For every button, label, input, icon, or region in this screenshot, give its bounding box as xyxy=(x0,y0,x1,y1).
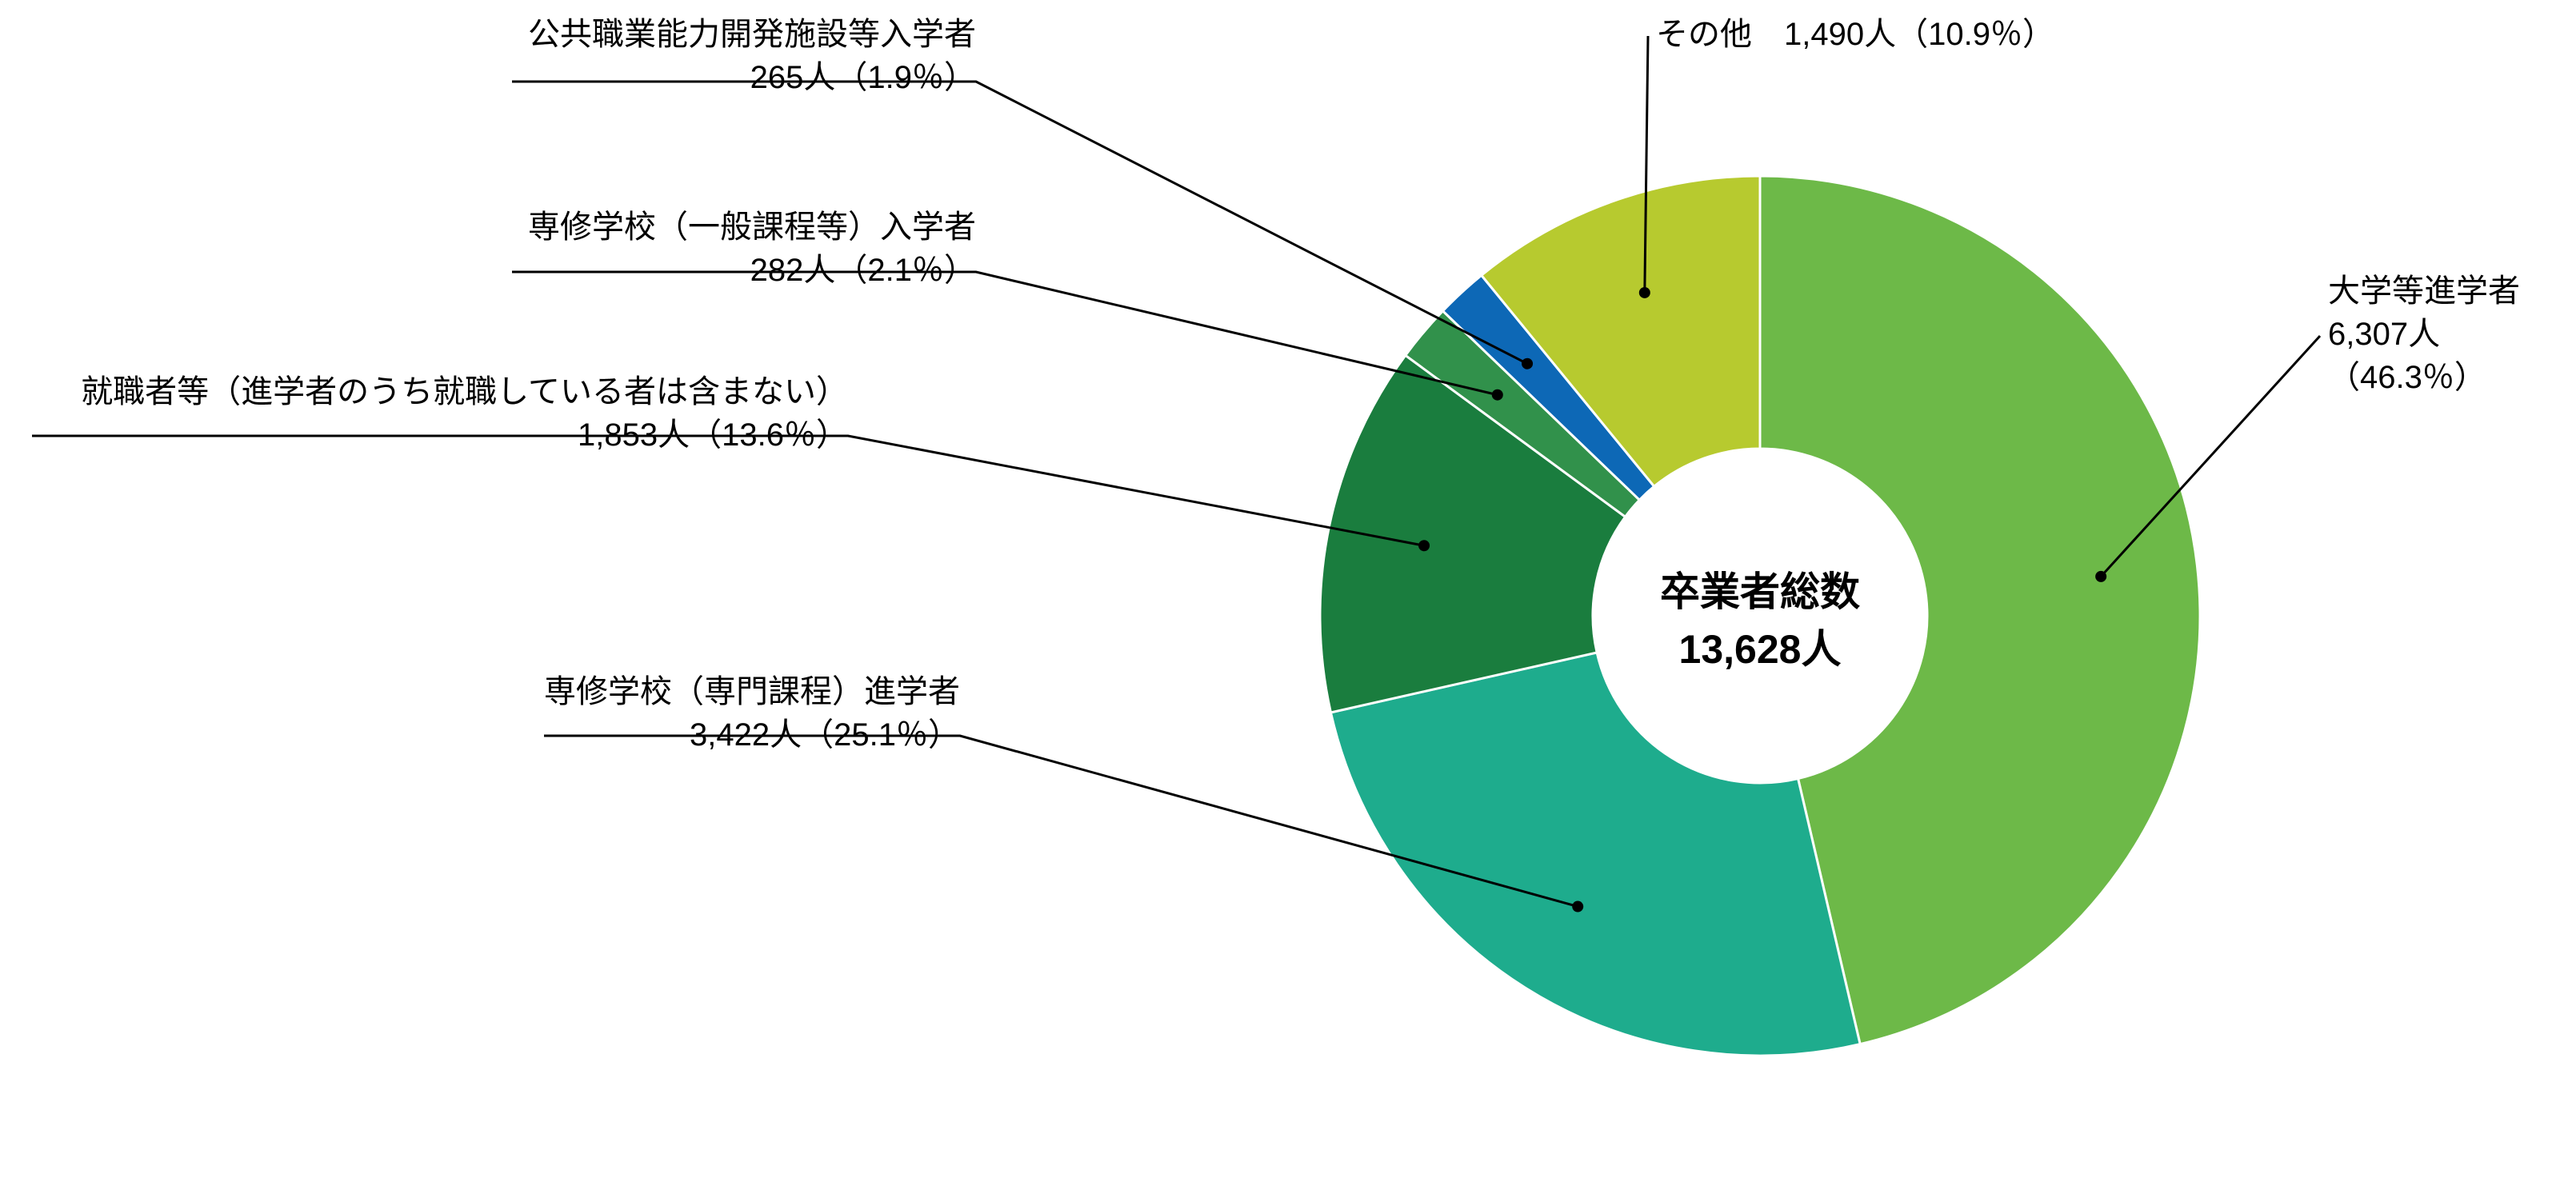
center-label-l1: 卒業者総数 xyxy=(1636,560,1884,617)
donut-chart-svg xyxy=(0,0,2576,1182)
center-label: 卒業者総数 13,628人 xyxy=(1636,560,1884,675)
label-specialized-pro-l1: 専修学校（専門課程）進学者 xyxy=(544,670,960,713)
label-employment-l2: 1,853人（13.6％） xyxy=(81,413,848,457)
center-label-l2: 13,628人 xyxy=(1636,617,1884,675)
label-specialized-general-l1: 専修学校（一般課程等）入学者 xyxy=(528,206,976,249)
label-employment-l1: 就職者等（進学者のうち就職している者は含まない） xyxy=(81,370,848,413)
donut-chart-container: 卒業者総数 13,628人 その他 1,490人（10.9％） 大学等進学者 6… xyxy=(0,0,2576,1182)
label-university: 大学等進学者 6,307人（46.3％） xyxy=(2328,270,2576,399)
label-university-l1: 大学等進学者 xyxy=(2328,270,2576,313)
label-public-vocational-l1: 公共職業能力開発施設等入学者 xyxy=(528,13,976,56)
label-other: その他 1,490人（10.9％） xyxy=(1656,13,2054,56)
label-specialized-general: 専修学校（一般課程等）入学者 282人（2.1％） xyxy=(528,206,976,292)
label-public-vocational-l2: 265人（1.9％） xyxy=(528,56,976,99)
label-public-vocational: 公共職業能力開発施設等入学者 265人（1.9％） xyxy=(528,13,976,99)
label-specialized-general-l2: 282人（2.1％） xyxy=(528,249,976,292)
label-specialized-pro: 専修学校（専門課程）進学者 3,422人（25.1％） xyxy=(544,670,960,757)
label-employment: 就職者等（進学者のうち就職している者は含まない） 1,853人（13.6％） xyxy=(81,370,848,457)
label-other-text: その他 1,490人（10.9％） xyxy=(1656,13,2054,56)
pie-slice xyxy=(1330,653,1860,1056)
label-university-l2: 6,307人（46.3％） xyxy=(2328,313,2576,399)
label-specialized-pro-l2: 3,422人（25.1％） xyxy=(544,713,960,757)
